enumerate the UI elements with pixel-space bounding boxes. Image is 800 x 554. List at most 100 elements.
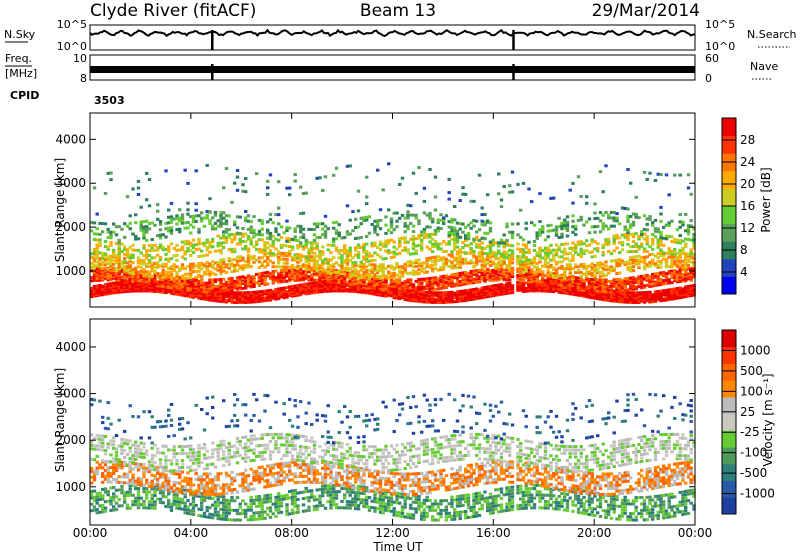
- cell: [169, 226, 174, 230]
- cell: [249, 278, 253, 282]
- cell: [323, 233, 328, 236]
- cell: [103, 240, 108, 243]
- cell: [326, 274, 330, 278]
- cell: [266, 236, 270, 240]
- cell: [574, 263, 578, 267]
- cell: [246, 253, 251, 257]
- cell: [439, 256, 443, 260]
- cell: [365, 215, 369, 219]
- cell: [307, 256, 311, 260]
- cell: [442, 299, 446, 303]
- cell: [444, 259, 449, 263]
- cell: [345, 274, 350, 278]
- cell: [365, 270, 369, 274]
- cell: [235, 259, 240, 263]
- cell: [436, 255, 440, 259]
- cell: [378, 218, 383, 222]
- cell: [202, 285, 207, 288]
- cell: [315, 278, 319, 282]
- cell: [406, 227, 410, 231]
- cell: [428, 283, 432, 287]
- cell: [244, 232, 248, 236]
- cell: [409, 285, 413, 288]
- cell: [596, 249, 600, 253]
- cell: [686, 275, 691, 279]
- cell: [277, 250, 281, 254]
- cell: [373, 251, 377, 255]
- cell: [332, 243, 336, 247]
- cell: [464, 243, 468, 247]
- cell: [477, 270, 482, 274]
- cell: [651, 258, 655, 262]
- cell: [359, 216, 363, 220]
- cell: [106, 255, 110, 259]
- cell: [480, 257, 484, 261]
- cell: [274, 230, 278, 233]
- cell: [508, 257, 512, 260]
- cell: [98, 268, 102, 272]
- cell: [486, 276, 490, 279]
- cell: [571, 287, 575, 291]
- cell: [167, 260, 171, 263]
- cell: [332, 221, 336, 225]
- cell: [296, 268, 300, 272]
- cell: [230, 233, 234, 236]
- cell: [535, 272, 539, 276]
- cell: [189, 272, 193, 276]
- cell: [546, 276, 550, 280]
- cell: [134, 221, 138, 225]
- cell: [453, 237, 457, 241]
- cell: [125, 248, 130, 252]
- cell: [183, 257, 187, 261]
- cell: [95, 243, 99, 247]
- cell: [370, 259, 374, 263]
- cell: [249, 275, 253, 279]
- cell: [670, 250, 674, 253]
- cell: [417, 287, 421, 291]
- cell: [310, 243, 314, 247]
- cell: [656, 278, 660, 282]
- cell: [326, 227, 330, 231]
- cell: [582, 252, 586, 255]
- cell: [664, 273, 669, 277]
- cell: [142, 262, 146, 266]
- cell: [365, 260, 369, 263]
- cell: [252, 285, 256, 288]
- cell: [213, 289, 218, 293]
- cell: [483, 279, 487, 283]
- cell: [153, 271, 157, 275]
- cell: [541, 249, 545, 253]
- cell: [593, 281, 597, 285]
- cell: [615, 286, 619, 290]
- cell: [458, 283, 462, 287]
- cell: [310, 248, 314, 252]
- cell: [296, 264, 300, 268]
- cell: [428, 285, 432, 289]
- cell: [472, 279, 476, 283]
- cell: [266, 263, 270, 267]
- cell: [664, 265, 669, 269]
- cell: [362, 266, 366, 270]
- cell: [563, 252, 567, 256]
- cell: [395, 225, 399, 229]
- cell: [323, 271, 328, 274]
- cell: [365, 218, 369, 222]
- cell: [145, 288, 149, 292]
- cell: [167, 247, 171, 251]
- cell: [134, 234, 138, 238]
- cell: [510, 244, 515, 248]
- cell: [620, 285, 625, 289]
- cell: [447, 242, 451, 246]
- cell: [90, 256, 94, 260]
- cell: [389, 274, 394, 278]
- cell: [123, 247, 127, 251]
- cell: [340, 254, 344, 257]
- cell: [340, 259, 344, 262]
- cell: [359, 222, 363, 226]
- cell: [365, 284, 369, 288]
- cell: [398, 284, 402, 288]
- cell: [458, 250, 462, 254]
- cell: [406, 240, 410, 244]
- cell: [615, 264, 619, 268]
- cell: [618, 281, 622, 285]
